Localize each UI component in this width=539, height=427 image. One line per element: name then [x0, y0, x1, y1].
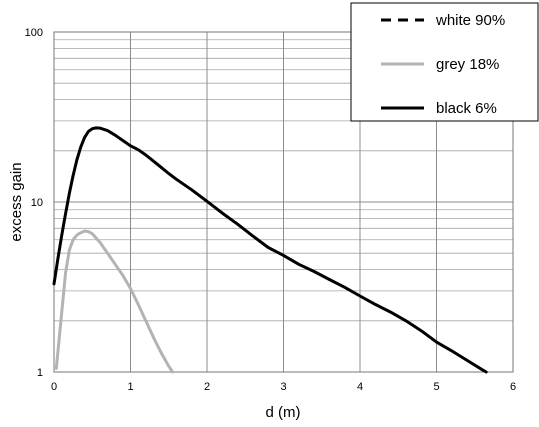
legend-box — [350, 2, 539, 122]
x-tick-label: 5 — [433, 381, 439, 393]
x-tick-label: 1 — [127, 381, 133, 393]
legend-label: black 6% — [436, 100, 497, 117]
x-tick-label: 3 — [280, 381, 286, 393]
plot-frame — [53, 31, 514, 373]
y-tick-label: 1 — [37, 367, 43, 379]
series-line-black — [52, 126, 488, 374]
x-tick-label: 0 — [51, 381, 57, 393]
x-tick-label: 4 — [357, 381, 363, 393]
legend: white 90% grey 18% black 6% — [350, 2, 539, 122]
x-axis-label: d (m) — [266, 404, 301, 421]
series-line-grey — [54, 229, 175, 374]
x-tick-label: 2 — [204, 381, 210, 393]
x-tick-label: 6 — [510, 381, 516, 393]
y-tick-label: 10 — [31, 197, 43, 209]
y-axis-label: excess gain — [8, 162, 25, 241]
series-layer — [52, 126, 488, 374]
legend-label: white 90% — [435, 12, 505, 29]
y-tick-label: 100 — [25, 27, 43, 39]
legend-label: grey 18% — [436, 56, 499, 73]
